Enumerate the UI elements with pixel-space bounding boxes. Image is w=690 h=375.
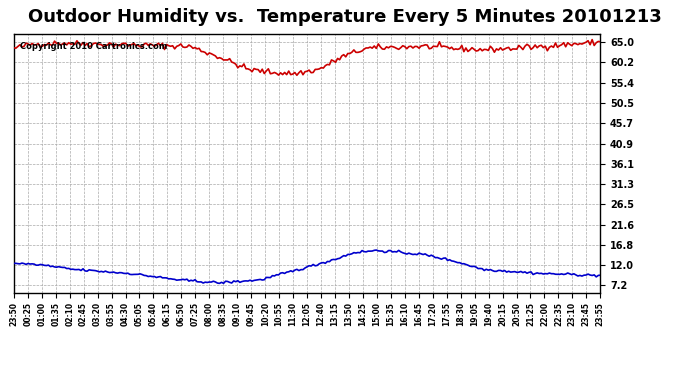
Text: Copyright 2010 Cartronics.com: Copyright 2010 Cartronics.com (19, 42, 167, 51)
Text: Outdoor Humidity vs.  Temperature Every 5 Minutes 20101213: Outdoor Humidity vs. Temperature Every 5… (28, 8, 662, 26)
